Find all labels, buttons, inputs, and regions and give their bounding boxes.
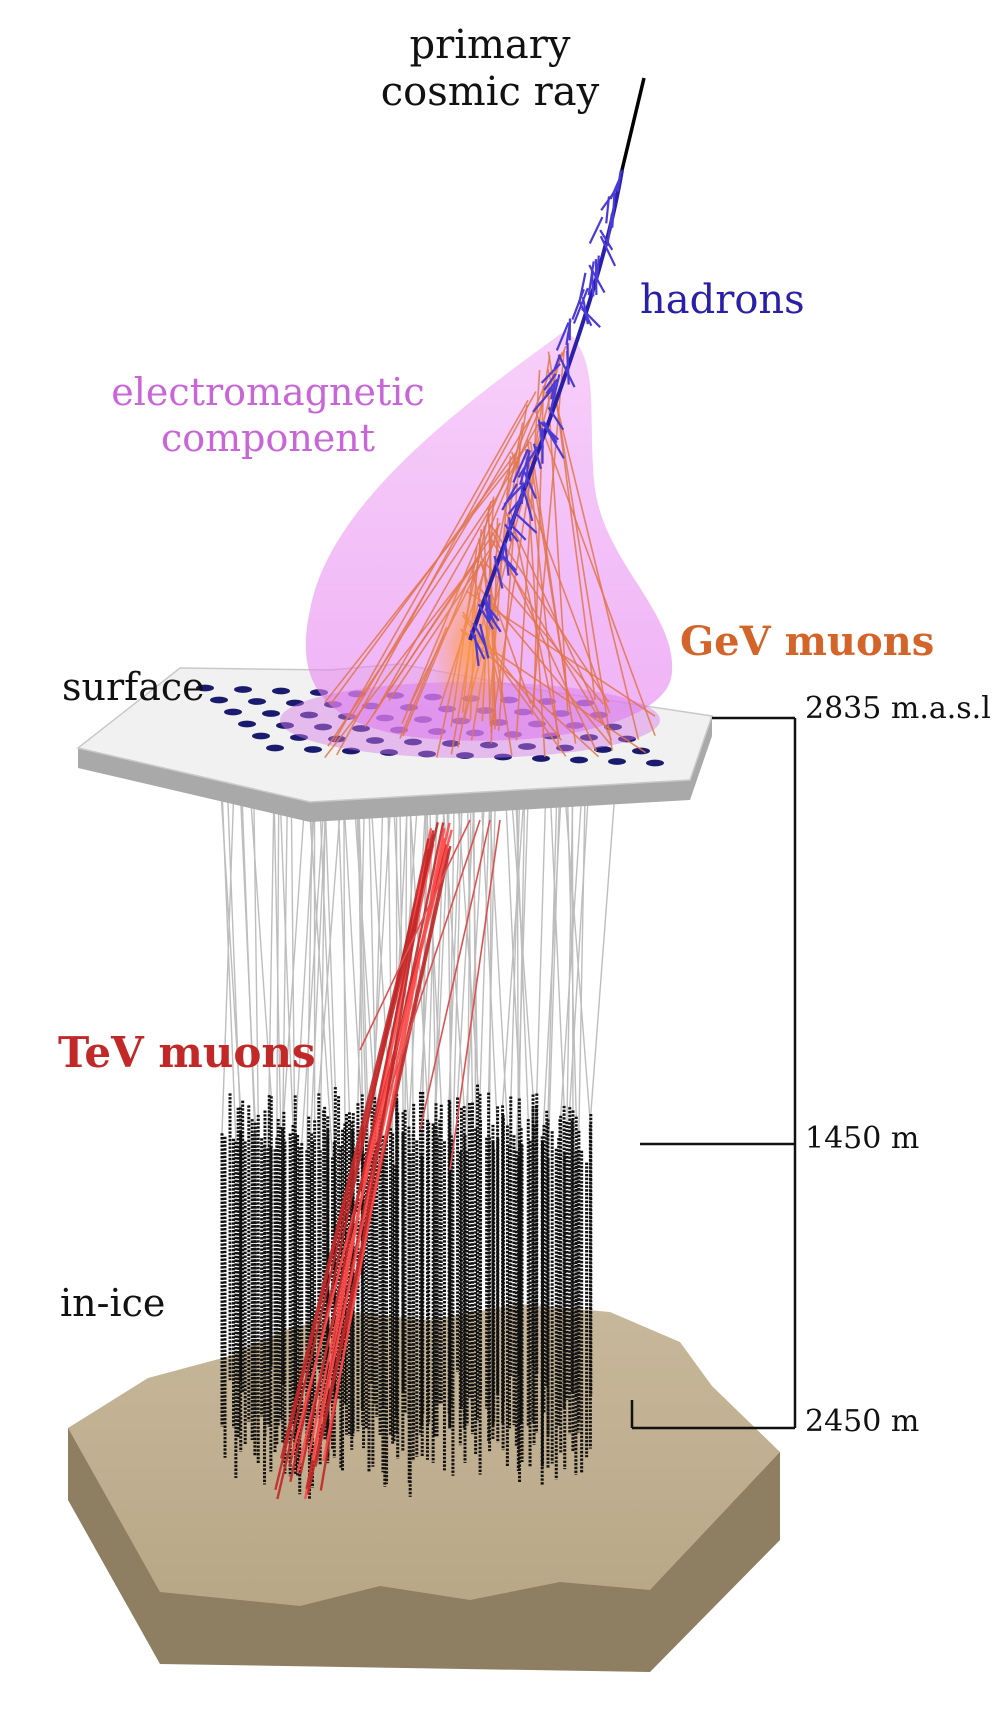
- depth-bracket: [632, 718, 795, 1428]
- cable: [537, 800, 546, 1094]
- depth-2450-label: 2450 m: [805, 1407, 919, 1437]
- in-ice-label: in-ice: [60, 1284, 165, 1322]
- tank: [252, 733, 270, 740]
- tank: [238, 721, 256, 728]
- tank: [224, 709, 242, 716]
- surface-label: surface: [62, 668, 205, 706]
- cable: [579, 800, 585, 1131]
- gev-muons-label: GeV muons: [680, 622, 934, 662]
- shower-core-glow: [430, 570, 510, 730]
- hadron-branch: [612, 192, 614, 227]
- cable: [307, 800, 313, 1150]
- hadron-branch: [592, 267, 594, 297]
- cable: [548, 800, 559, 1158]
- tank: [608, 758, 626, 765]
- cable: [474, 800, 476, 1129]
- primary-label-line1: primary: [380, 22, 600, 69]
- bedrock-top: [68, 1304, 780, 1606]
- tank: [304, 746, 322, 753]
- primary-track: [622, 78, 644, 170]
- tank: [234, 686, 252, 693]
- primary-label-line2: cosmic ray: [380, 69, 600, 116]
- tank: [272, 688, 290, 695]
- primary-cosmic-ray-label: primary cosmic ray: [380, 22, 600, 116]
- tank: [266, 745, 284, 752]
- cable: [591, 800, 615, 1114]
- hadrons-label: hadrons: [640, 280, 805, 320]
- tank: [532, 755, 550, 762]
- tank: [262, 710, 280, 717]
- tank: [248, 698, 266, 705]
- surface-altitude-label: 2835 m.a.s.l: [805, 694, 991, 724]
- hadron-branch: [606, 196, 609, 223]
- electromagnetic-component-label: electromagnetic component: [88, 370, 448, 461]
- tev-muons-label: TeV muons: [58, 1032, 316, 1074]
- cable: [490, 800, 492, 1137]
- tank: [570, 757, 588, 764]
- em-label-line1: electromagnetic: [88, 370, 448, 416]
- tank: [646, 760, 664, 767]
- cable: [242, 800, 255, 1134]
- depth-1450-label: 1450 m: [805, 1124, 919, 1154]
- em-label-line2: component: [88, 416, 448, 462]
- tank: [210, 697, 228, 704]
